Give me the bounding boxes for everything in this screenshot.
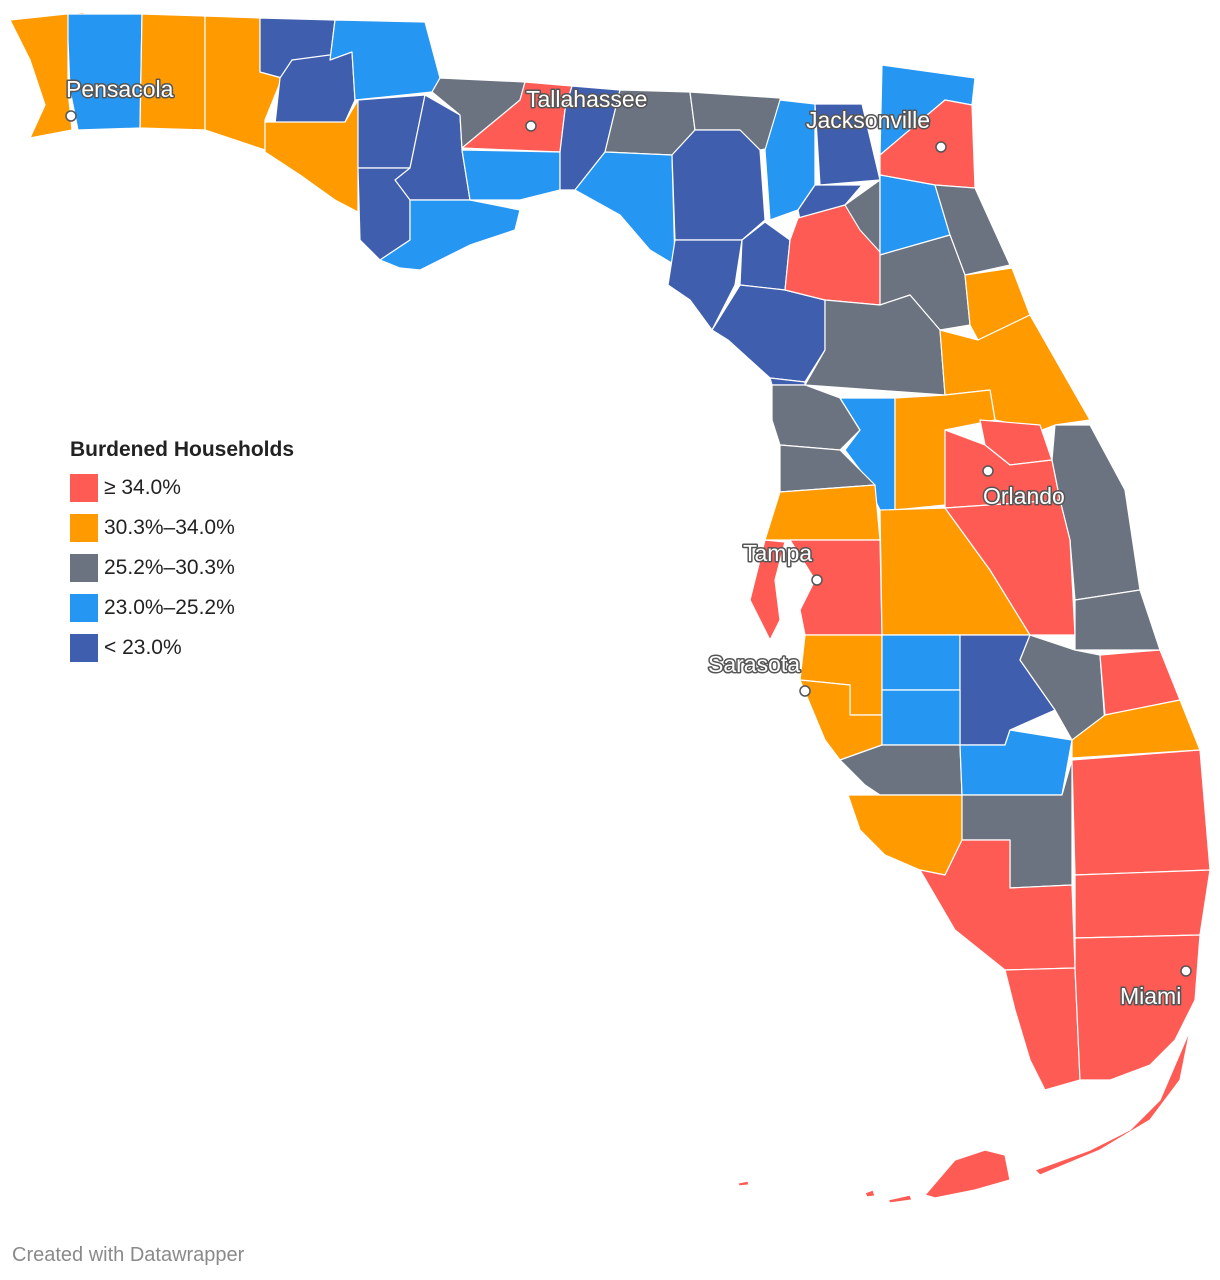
legend-swatch <box>70 514 98 542</box>
county-lee[interactable] <box>847 794 963 876</box>
footer-credit: Created with Datawrapper <box>12 1244 245 1266</box>
legend-item: ≥ 34.0% <box>70 474 294 502</box>
county-monroe-keys-4[interactable] <box>864 1189 876 1198</box>
legend-label: < 23.0% <box>104 636 182 659</box>
legend-swatch <box>70 474 98 502</box>
miami-label: Miami <box>1120 983 1181 1009</box>
county-bay[interactable] <box>264 99 359 213</box>
city-markers: Pensacola Tallahassee Jacksonville Orlan… <box>65 75 1192 1011</box>
county-indian-river[interactable] <box>1074 589 1161 651</box>
county-hardee[interactable] <box>881 634 961 691</box>
tampa-dot <box>811 574 823 586</box>
sarasota-dot <box>799 685 811 697</box>
pensacola-dot <box>65 110 77 122</box>
legend-label: 30.3%–34.0% <box>104 516 235 539</box>
county-miami-dade[interactable] <box>1074 934 1201 1081</box>
legend-swatch <box>70 554 98 582</box>
county-hernando[interactable] <box>779 444 876 493</box>
county-okaloosa[interactable] <box>139 13 206 131</box>
legend-label: ≥ 34.0% <box>104 476 181 499</box>
counties <box>9 11 1211 1204</box>
county-monroe-keys-1[interactable] <box>924 1149 1011 1199</box>
county-monroe-mainland[interactable] <box>1004 967 1081 1091</box>
miami-dot <box>1180 965 1192 977</box>
county-pinellas[interactable] <box>749 539 786 641</box>
tallahassee-label: Tallahassee <box>526 86 647 112</box>
legend-label: 23.0%–25.2% <box>104 596 235 619</box>
legend-swatch <box>70 634 98 662</box>
county-martin[interactable] <box>1071 699 1201 759</box>
legend-item: < 23.0% <box>70 634 294 662</box>
legend: Burdened Households ≥ 34.0% 30.3%–34.0% … <box>70 438 294 674</box>
pensacola-label: Pensacola <box>66 76 174 102</box>
county-palm-beach[interactable] <box>1071 749 1211 876</box>
legend-swatch <box>70 594 98 622</box>
tallahassee-dot <box>525 120 537 132</box>
jacksonville-label: Jacksonville <box>806 107 930 133</box>
orlando-dot <box>982 465 994 477</box>
orlando-label: Orlando <box>983 483 1065 509</box>
legend-title: Burdened Households <box>70 438 295 461</box>
county-desoto[interactable] <box>881 689 961 746</box>
county-citrus[interactable] <box>771 384 861 451</box>
county-jackson[interactable] <box>329 19 441 101</box>
county-monroe-keys-5[interactable] <box>737 1180 750 1187</box>
jacksonville-dot <box>935 141 947 153</box>
county-dixie[interactable] <box>711 284 826 383</box>
sarasota-label: Sarasota <box>708 651 800 677</box>
county-santa-rosa[interactable] <box>67 13 143 131</box>
county-broward[interactable] <box>1074 869 1211 939</box>
county-wakulla[interactable] <box>461 149 561 201</box>
county-collier[interactable] <box>919 839 1076 971</box>
legend-item: 23.0%–25.2% <box>70 594 294 622</box>
legend-item: 30.3%–34.0% <box>70 514 294 542</box>
county-monroe-keys-2[interactable] <box>1034 1029 1191 1176</box>
county-suwannee[interactable] <box>671 129 766 241</box>
county-monroe-keys-3[interactable] <box>887 1194 913 1204</box>
tampa-label: Tampa <box>743 540 812 566</box>
county-franklin[interactable] <box>379 199 521 271</box>
legend-label: 25.2%–30.3% <box>104 556 235 579</box>
county-st-johns[interactable] <box>934 184 1011 276</box>
county-pasco[interactable] <box>764 484 881 541</box>
legend-item: 25.2%–30.3% <box>70 554 294 582</box>
